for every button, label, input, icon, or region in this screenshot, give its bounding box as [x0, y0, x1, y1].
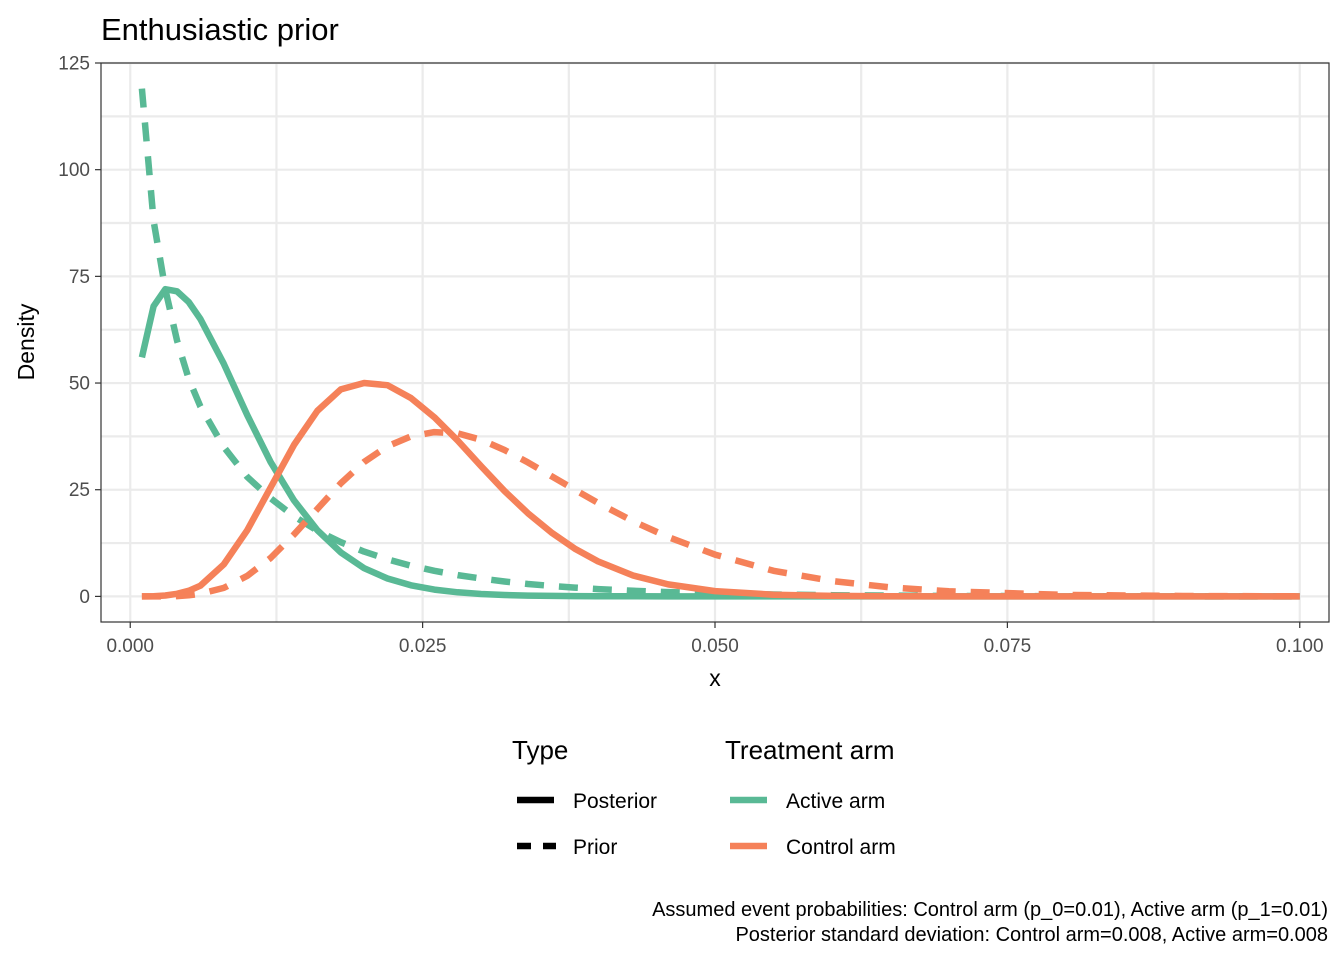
gridlines — [101, 61, 1329, 622]
axis-ticks: 0 25 50 75 100 125 0.000 0.025 0.050 0.075 0.100 — [58, 54, 1323, 658]
control-arm-prior-line — [141, 428, 1300, 600]
x-tick-label: 0.000 — [106, 636, 154, 657]
legend-posterior-label: Posterior — [573, 790, 657, 813]
active-arm-posterior-line — [138, 285, 1300, 600]
y-tick-label: 0 — [79, 587, 90, 608]
y-tick-label: 25 — [69, 480, 90, 501]
legend-arm: Treatment arm Active arm Control arm — [725, 735, 896, 859]
legend-arm-title: Treatment arm — [725, 735, 895, 765]
legend-prior-label: Prior — [573, 836, 617, 859]
chart-title: Enthusiastic prior — [101, 12, 339, 47]
y-tick-label: 50 — [69, 374, 90, 395]
y-tick-label: 125 — [58, 54, 90, 75]
x-tick-label: 0.050 — [691, 636, 739, 657]
legend-type-title: Type — [512, 735, 568, 765]
x-tick-label: 0.075 — [984, 636, 1032, 657]
x-tick-label: 0.100 — [1276, 636, 1324, 657]
x-axis-title: x — [709, 665, 721, 691]
legend-type: Type Posterior Prior — [512, 735, 657, 859]
plot-curves — [138, 88, 1300, 600]
control-arm-posterior-line — [141, 379, 1300, 600]
y-tick-label: 75 — [69, 267, 90, 288]
caption-posterior-sd: Posterior standard deviation: Control ar… — [735, 924, 1328, 946]
legend-active-arm-label: Active arm — [786, 790, 885, 813]
caption-event-probabilities: Assumed event probabilities: Control arm… — [652, 899, 1328, 921]
y-axis-title: Density — [13, 303, 39, 380]
y-tick-label: 100 — [58, 160, 90, 181]
active-arm-prior-line — [138, 88, 1300, 600]
legend-control-arm-label: Control arm — [786, 836, 896, 859]
x-tick-label: 0.025 — [399, 636, 447, 657]
